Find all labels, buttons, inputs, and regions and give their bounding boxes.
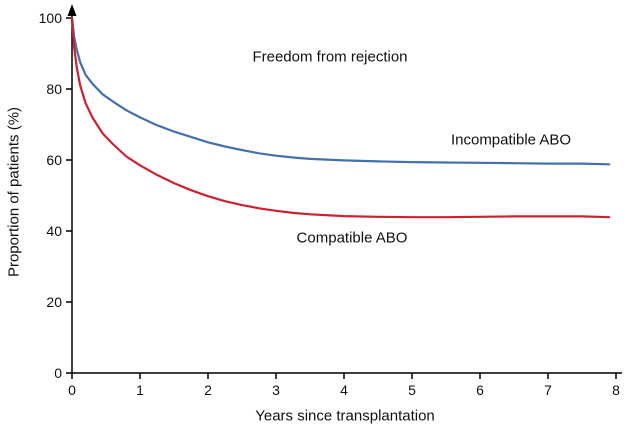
incompatible-abo-curve [70,16,611,166]
y-tick-label: 80 [46,81,62,97]
x-tick-label: 5 [408,382,416,398]
y-tick-label: 0 [54,365,62,381]
series-label-compatible-abo: Compatible ABO [296,229,408,247]
compatible-abo-curve [70,16,611,219]
x-tick-label: 4 [340,382,348,398]
x-tick-label: 6 [476,382,484,398]
x-tick-label: 8 [612,382,620,398]
y-axis-title: Proportion of patients (%) [5,106,23,278]
x-tick-label: 1 [136,382,144,398]
y-tick-label: 60 [46,152,62,168]
x-tick-label: 7 [544,382,552,398]
y-axis-arrowhead [67,4,77,16]
x-tick-label: 2 [204,382,212,398]
x-tick-label: 0 [68,382,76,398]
x-tick-label: 3 [272,382,280,398]
y-tick-label: 100 [39,10,63,26]
x-axis-title: Years since transplantation [255,407,435,425]
y-tick-label: 20 [46,294,62,310]
y-tick-label: 40 [46,223,62,239]
series-label-incompatible-abo: Incompatible ABO [450,131,572,149]
chart-title: Freedom from rejection [252,48,408,66]
